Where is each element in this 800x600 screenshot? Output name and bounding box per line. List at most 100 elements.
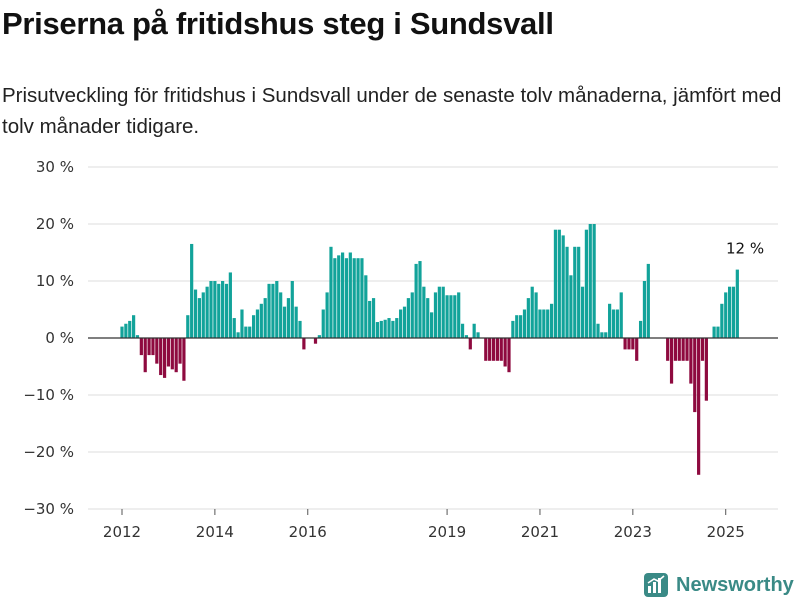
bar <box>464 335 469 338</box>
bar <box>224 283 229 338</box>
bar <box>573 246 577 338</box>
bar <box>453 295 457 338</box>
bar <box>290 281 294 338</box>
bar <box>422 286 426 338</box>
bar <box>364 275 368 338</box>
bar <box>608 303 612 338</box>
bar <box>174 338 178 373</box>
bar <box>735 269 739 338</box>
bar <box>430 312 434 338</box>
bar <box>348 252 352 338</box>
bar <box>557 229 561 338</box>
bar <box>159 338 163 376</box>
bar <box>669 338 674 384</box>
bar <box>457 292 461 338</box>
bar <box>379 320 383 338</box>
x-tick-label: 2025 <box>707 523 745 541</box>
x-tick-label: 2021 <box>521 523 559 541</box>
bar <box>437 286 441 338</box>
y-tick-label: 30 % <box>36 158 74 176</box>
bar <box>700 338 705 361</box>
bar <box>515 315 519 338</box>
bar <box>588 224 592 338</box>
bar <box>162 338 167 378</box>
bar <box>638 320 643 338</box>
bar <box>488 338 492 361</box>
bar <box>526 298 530 338</box>
bar <box>553 229 558 338</box>
bar <box>228 272 232 338</box>
x-tick-label: 2023 <box>614 523 652 541</box>
bar <box>580 286 585 338</box>
bar <box>538 309 542 338</box>
bar <box>731 286 736 338</box>
bar <box>410 292 414 338</box>
bar <box>484 338 488 361</box>
bar <box>333 258 337 338</box>
bar <box>565 246 569 338</box>
bar <box>232 318 236 338</box>
bar <box>356 258 360 338</box>
bar <box>414 263 418 338</box>
bar <box>402 306 407 338</box>
bar <box>495 338 499 361</box>
y-tick-label: −20 % <box>23 443 74 461</box>
bar <box>248 326 252 338</box>
bar <box>205 286 209 338</box>
bar <box>646 263 650 338</box>
bar <box>627 338 631 350</box>
bar <box>329 246 333 338</box>
bar <box>522 309 527 338</box>
bar <box>383 319 387 338</box>
bar <box>352 258 356 338</box>
bar <box>681 338 685 361</box>
bar <box>472 323 476 338</box>
bar <box>209 281 213 338</box>
bar <box>371 298 376 338</box>
bar <box>720 303 724 338</box>
bar <box>368 300 372 338</box>
bar <box>132 315 136 338</box>
bar <box>294 306 298 338</box>
brand-name: Newsworthy <box>676 573 794 596</box>
bar <box>255 309 260 338</box>
bar <box>337 255 341 338</box>
bar <box>279 292 283 338</box>
x-tick-label: 2019 <box>428 523 466 541</box>
bar <box>263 298 267 338</box>
bar <box>519 315 523 338</box>
x-tick-label: 2012 <box>103 523 141 541</box>
bar <box>151 338 155 356</box>
bar <box>577 246 581 338</box>
bar <box>124 323 128 338</box>
bar <box>666 338 670 361</box>
bar <box>217 283 221 338</box>
bar <box>426 298 430 338</box>
bar <box>542 309 546 338</box>
bar <box>236 332 240 338</box>
bar <box>673 338 678 361</box>
bar <box>271 283 275 338</box>
bar <box>449 295 453 338</box>
bar <box>596 323 600 338</box>
y-tick-label: 0 % <box>45 329 74 347</box>
bar <box>275 281 279 338</box>
bar <box>128 320 132 338</box>
bar <box>619 292 623 338</box>
bar <box>724 292 728 338</box>
bar <box>387 318 391 338</box>
bar <box>166 338 171 367</box>
bar <box>182 338 186 381</box>
bar <box>170 338 174 370</box>
bar <box>689 338 693 384</box>
bar <box>418 261 422 338</box>
bar <box>476 332 480 338</box>
bar <box>468 338 472 350</box>
bar <box>197 298 201 338</box>
bar <box>441 286 445 338</box>
x-tick-label: 2014 <box>196 523 234 541</box>
bar <box>240 309 244 338</box>
bar <box>503 338 507 367</box>
y-tick-label: 20 % <box>36 215 74 233</box>
